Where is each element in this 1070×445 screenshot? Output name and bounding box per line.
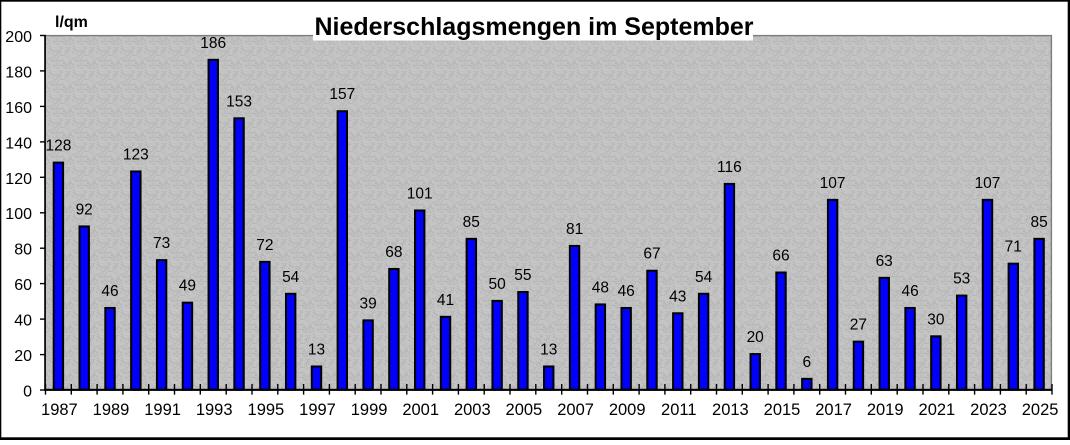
svg-text:2025: 2025 (1022, 401, 1059, 419)
svg-text:1993: 1993 (196, 401, 233, 419)
svg-text:13: 13 (540, 342, 557, 359)
svg-text:180: 180 (5, 64, 32, 81)
svg-text:116: 116 (717, 159, 742, 176)
svg-text:2001: 2001 (402, 401, 439, 419)
svg-text:140: 140 (5, 135, 32, 152)
svg-text:27: 27 (850, 317, 867, 334)
svg-text:20: 20 (14, 348, 32, 365)
svg-text:Niederschlagsmengen im Septemb: Niederschlagsmengen im September (314, 13, 753, 41)
svg-text:81: 81 (566, 221, 583, 238)
svg-text:128: 128 (45, 138, 71, 155)
svg-text:20: 20 (747, 329, 765, 346)
svg-text:60: 60 (14, 277, 32, 294)
svg-text:55: 55 (514, 267, 531, 284)
svg-text:49: 49 (179, 278, 196, 295)
svg-text:71: 71 (1005, 239, 1022, 256)
svg-text:46: 46 (618, 283, 635, 300)
svg-text:53: 53 (953, 271, 970, 288)
svg-text:2005: 2005 (506, 401, 543, 419)
svg-text:85: 85 (1030, 214, 1047, 231)
svg-text:48: 48 (592, 279, 609, 296)
svg-text:0: 0 (23, 384, 32, 401)
svg-text:46: 46 (901, 283, 918, 300)
svg-text:107: 107 (975, 175, 1001, 192)
svg-text:2011: 2011 (661, 401, 696, 419)
svg-text:1989: 1989 (93, 401, 130, 419)
svg-text:2023: 2023 (970, 401, 1007, 419)
svg-text:66: 66 (772, 248, 789, 265)
svg-text:30: 30 (927, 311, 945, 328)
svg-text:39: 39 (359, 295, 376, 312)
svg-text:1997: 1997 (299, 401, 336, 419)
svg-text:68: 68 (385, 244, 402, 261)
svg-text:153: 153 (226, 93, 252, 110)
svg-text:1987: 1987 (41, 401, 78, 419)
svg-text:41: 41 (437, 292, 454, 309)
svg-text:107: 107 (820, 175, 846, 192)
svg-text:54: 54 (695, 269, 713, 286)
svg-text:13: 13 (308, 342, 325, 359)
svg-text:72: 72 (256, 237, 273, 254)
svg-text:50: 50 (488, 276, 506, 293)
svg-text:200: 200 (5, 29, 32, 46)
svg-text:43: 43 (669, 288, 686, 305)
svg-text:2021: 2021 (919, 401, 956, 419)
svg-text:54: 54 (282, 269, 300, 286)
svg-text:73: 73 (153, 235, 170, 252)
svg-text:2019: 2019 (867, 401, 904, 419)
svg-text:46: 46 (101, 283, 118, 300)
svg-text:80: 80 (14, 242, 32, 259)
svg-text:2009: 2009 (609, 401, 646, 419)
svg-text:67: 67 (643, 246, 660, 263)
svg-text:2013: 2013 (712, 401, 749, 419)
svg-text:1995: 1995 (248, 401, 285, 419)
svg-text:100: 100 (5, 206, 32, 223)
svg-text:2007: 2007 (557, 401, 594, 419)
svg-text:123: 123 (123, 147, 149, 164)
svg-text:101: 101 (407, 186, 433, 203)
svg-text:1991: 1991 (144, 401, 181, 419)
svg-text:157: 157 (329, 86, 355, 103)
svg-text:92: 92 (76, 201, 93, 218)
svg-text:2015: 2015 (764, 401, 801, 419)
svg-text:120: 120 (5, 171, 32, 188)
svg-text:1999: 1999 (351, 401, 388, 419)
svg-text:2017: 2017 (815, 401, 852, 419)
svg-text:160: 160 (5, 100, 32, 117)
svg-text:2003: 2003 (454, 401, 491, 419)
svg-text:6: 6 (802, 354, 811, 371)
svg-text:40: 40 (14, 313, 32, 330)
svg-text:186: 186 (200, 35, 226, 52)
svg-text:l/qm: l/qm (55, 14, 88, 31)
svg-text:63: 63 (876, 253, 893, 270)
svg-text:85: 85 (463, 214, 480, 231)
